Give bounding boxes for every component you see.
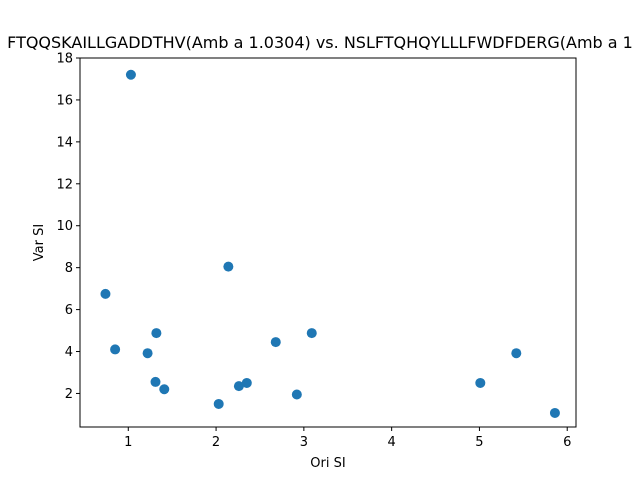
data-point-13 (291, 389, 302, 400)
x-tick-label-2: 2 (212, 435, 220, 450)
data-point-1 (100, 288, 111, 299)
y-tick-label-2: 2 (65, 387, 73, 402)
y-tick-label-8: 8 (65, 261, 73, 276)
data-point-14 (306, 328, 317, 339)
data-point-7 (159, 384, 170, 395)
data-point-8 (223, 261, 234, 272)
data-point-6 (150, 376, 161, 387)
data-point-10 (233, 381, 244, 392)
y-tick-label-14: 14 (56, 135, 73, 150)
y-tick-label-12: 12 (56, 177, 73, 192)
x-axis-label: Ori SI (310, 456, 345, 471)
y-tick-label-10: 10 (56, 219, 73, 234)
data-point-15 (475, 377, 486, 388)
data-point-4 (142, 348, 153, 359)
data-point-5 (151, 328, 162, 339)
y-axis-label: Var SI (32, 224, 47, 261)
chart-title: FTQQSKAILLGADDTHV(Amb a 1.0304) vs. NSLF… (7, 33, 633, 52)
data-point-12 (270, 337, 281, 348)
x-tick-label-1: 1 (124, 435, 132, 450)
y-tick-label-6: 6 (65, 303, 73, 318)
x-tick-label-4: 4 (388, 435, 396, 450)
y-tick-label-18: 18 (56, 52, 73, 67)
x-tick-label-3: 3 (300, 435, 308, 450)
y-tick-label-4: 4 (65, 345, 73, 360)
plot-area-frame (79, 57, 577, 428)
data-point-11 (241, 377, 252, 388)
y-axis-ticks: 2 4 6 8 10 12 14 16 18 (56, 52, 80, 402)
y-tick-label-16: 16 (56, 93, 73, 108)
x-tick-label-6: 6 (563, 435, 571, 450)
data-point-3 (110, 344, 121, 355)
x-tick-label-5: 5 (475, 435, 483, 450)
data-point-2 (125, 69, 136, 80)
data-points (100, 69, 560, 418)
data-point-16 (511, 348, 522, 359)
data-point-17 (549, 407, 560, 418)
x-axis-ticks: 1 2 3 4 5 6 (124, 427, 571, 450)
data-point-9 (213, 398, 224, 409)
